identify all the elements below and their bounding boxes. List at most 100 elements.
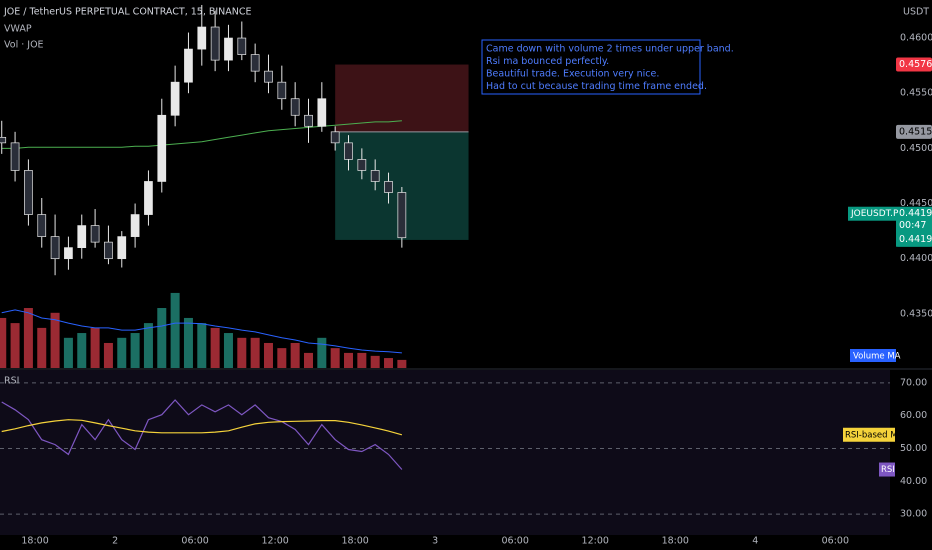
volume-bar: [237, 337, 247, 368]
chart-title: JOE / TetherUS PERPETUAL CONTRACT, 15, B…: [3, 7, 252, 18]
x-tick-label: 3: [432, 536, 438, 547]
x-tick-label: 06:00: [181, 536, 208, 547]
candle-body: [277, 81, 287, 100]
symbol-tag-bg: [848, 206, 896, 221]
volume-bar: [157, 308, 167, 368]
volume-bar: [23, 308, 33, 368]
rsi-tag: RSI-based MA: [845, 430, 904, 440]
candle-body: [50, 236, 60, 260]
rsi-line: [1, 399, 403, 470]
rsi-tag-bg: [843, 427, 895, 442]
y-tick-label: 0.4450: [900, 198, 932, 209]
annotation-box: [481, 39, 701, 95]
candle-body: [384, 181, 393, 193]
volume-bar: [370, 355, 380, 368]
volume-bar: [210, 327, 220, 368]
candle-body: [10, 142, 20, 171]
volume-bar: [63, 337, 73, 368]
y-tick-label: 0.4500: [900, 143, 932, 154]
entry-price-tag-bg: [896, 124, 932, 139]
rsi-tag: RSI: [881, 465, 895, 475]
x-tick-label: 12:00: [261, 536, 288, 547]
volume-bar: [170, 292, 180, 368]
rsi-tick-label: 50.00: [900, 443, 927, 454]
rsi-title: RSI: [4, 376, 19, 387]
x-tick-label: 06:00: [502, 536, 529, 547]
candle-body: [210, 26, 220, 61]
volume-bar: [330, 348, 340, 368]
x-tick-label: 18:00: [341, 536, 368, 547]
candle-body: [0, 136, 7, 144]
volume-ma-tag: Volume MA: [853, 352, 901, 362]
volume-bar: [223, 333, 233, 368]
candle-body: [157, 114, 167, 182]
volume-bar: [0, 317, 7, 368]
candle-body: [264, 70, 273, 83]
volume-bar: [197, 323, 207, 368]
vwap-line: [1, 120, 402, 149]
annotation-line: Had to cut because trading time frame en…: [486, 81, 707, 92]
x-tick-label: 4: [752, 536, 758, 547]
volume-bar: [130, 333, 140, 368]
volume-bar: [103, 342, 113, 368]
annotation-line: Beautiful trade. Execution very nice.: [486, 69, 659, 80]
x-tick-label: 18:00: [662, 536, 689, 547]
x-tick-label: 2: [112, 536, 118, 547]
candle-body: [344, 142, 353, 160]
candle-body: [104, 241, 113, 260]
volume-bar: [183, 317, 193, 368]
stop-price-tag-bg: [896, 57, 932, 72]
volume-bar: [50, 312, 60, 368]
y-tick-label: 0.4550: [900, 88, 932, 99]
volume-ma-tag-bg: [850, 349, 896, 362]
countdown: 00:47: [899, 220, 926, 231]
rsi-tick-label: 40.00: [900, 476, 927, 487]
volume-bar: [263, 342, 273, 368]
last-price: 0.4419: [899, 208, 932, 219]
rsi-tick-label: 60.00: [900, 410, 927, 421]
symbol-tag: JOEUSDT.P: [850, 209, 899, 219]
stop-price-tag: 0.4576: [899, 59, 932, 70]
volume-bar: [290, 342, 300, 368]
candle-body: [224, 37, 233, 61]
volume-bar: [344, 352, 354, 368]
stop-zone: [335, 64, 469, 132]
candle-body: [37, 214, 47, 237]
rsi-line: [1, 419, 403, 436]
candle-body: [357, 159, 367, 171]
volume-bar: [397, 359, 407, 368]
y-tick-label: 0.4600: [900, 33, 932, 44]
volume-bar: [90, 327, 100, 368]
volume-bar: [117, 337, 127, 368]
indicator-label: Vol · JOE: [4, 40, 44, 51]
candle-body: [184, 48, 193, 83]
volume-bar: [277, 348, 287, 368]
entry-price-tag: 0.4515: [899, 126, 932, 137]
candle-body: [90, 225, 100, 243]
annotation-line: Came down with volume 2 times under uppe…: [486, 44, 734, 55]
candle-body: [64, 247, 73, 260]
close-price-tag-bg: [896, 232, 932, 247]
candle-body: [370, 170, 380, 182]
volume-bar: [303, 352, 313, 368]
rsi-tag-bg: [879, 462, 895, 477]
candle-body: [250, 54, 260, 72]
candle-body: [197, 26, 207, 50]
candle-body: [397, 192, 407, 239]
volume-bar: [37, 327, 47, 368]
rsi-tick-label: 70.00: [900, 377, 927, 388]
candle-body: [77, 225, 87, 248]
candle-body: [330, 131, 340, 144]
candle-body: [317, 98, 327, 127]
volume-bar: [384, 358, 394, 368]
y-tick-label: 0.4350: [900, 308, 932, 319]
candle-body: [24, 170, 33, 215]
x-tick-label: 18:00: [21, 536, 48, 547]
rsi-pane: [0, 370, 890, 535]
x-tick-label: 06:00: [822, 536, 849, 547]
candle-body: [170, 81, 180, 116]
volume-bar: [10, 323, 20, 368]
close-price-tag: 0.4419: [899, 234, 932, 245]
rsi-tick-label: 30.00: [900, 509, 927, 520]
